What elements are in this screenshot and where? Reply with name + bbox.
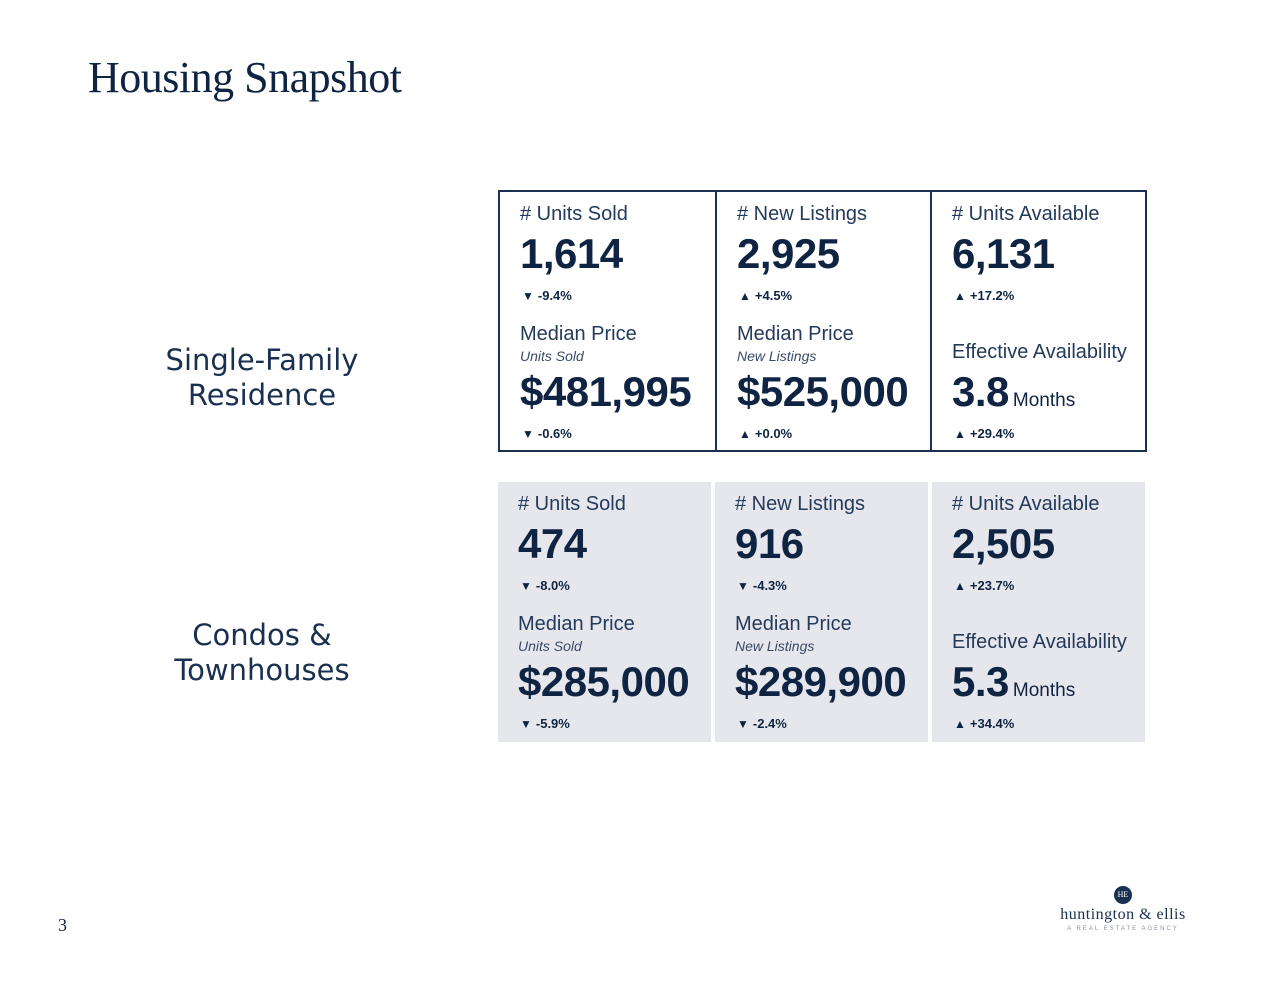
stat-card-new-listings: # New Listings 2,925 ▲ +4.5% Median Price… <box>715 192 930 450</box>
stat-label: # Units Sold <box>518 493 626 515</box>
stat-label: # Units Available <box>952 203 1100 225</box>
stat-value: 2,505 <box>952 520 1055 567</box>
stat-card-units-available: # Units Available 6,131 ▲ +17.2% Effectiv… <box>930 192 1145 450</box>
stat-card-units-sold: # Units Sold 474 ▼ -8.0% Median Price Uni… <box>498 482 711 742</box>
row-label-line2: Residence <box>187 378 337 412</box>
stat-value-2: $285,000 <box>518 658 690 705</box>
stat-value-2: $289,900 <box>735 658 907 705</box>
up-arrow-icon: ▲ <box>739 427 751 441</box>
logo-tagline: A REAL ESTATE AGENCY <box>1067 926 1179 932</box>
stat-change: ▲ +17.2% <box>954 288 1014 303</box>
stat-sublabel-2: Units Sold <box>520 348 584 364</box>
stat-sublabel-2: Units Sold <box>518 638 582 654</box>
stat-value-2: $525,000 <box>737 368 909 415</box>
stat-change-2-value: -5.9% <box>535 716 570 731</box>
stat-change-value: -9.4% <box>537 288 572 303</box>
stat-change-2: ▼ -0.6% <box>522 426 572 441</box>
stat-label: # New Listings <box>737 203 868 225</box>
stat-change-2-value: +0.0% <box>754 426 793 441</box>
stat-change-2: ▼ -5.9% <box>520 716 570 731</box>
stat-value-2: 5.3 Months <box>952 658 1075 706</box>
stat-value-2: $481,995 <box>520 368 692 415</box>
page-title: Housing Snapshot <box>88 53 402 102</box>
stat-label-2: Effective Availability <box>952 631 1127 653</box>
stat-card-units-available: # Units Available 2,505 ▲ +23.7% Effectiv… <box>932 482 1145 742</box>
row-label-line1: Condos & <box>192 618 332 652</box>
stat-change-value: -8.0% <box>535 578 570 593</box>
stat-change-2: ▲ +0.0% <box>739 426 792 441</box>
single-family-stats-grid: # Units Sold 1,614 ▼ -9.4% Median Price U… <box>498 190 1147 452</box>
stat-change-2-value: +34.4% <box>969 716 1015 731</box>
availability-unit: Months <box>1012 390 1076 411</box>
stat-change-2: ▲ +29.4% <box>954 426 1014 441</box>
stat-value: 916 <box>735 520 804 567</box>
row-label-single-family: Single-Family Residence <box>132 343 392 413</box>
down-arrow-icon: ▼ <box>737 717 749 731</box>
stat-sublabel-2: New Listings <box>737 348 817 364</box>
up-arrow-icon: ▲ <box>954 289 966 303</box>
stat-value: 6,131 <box>952 230 1055 277</box>
stat-value: 1,614 <box>520 230 623 277</box>
stat-label: # New Listings <box>735 493 866 515</box>
stat-label-2: Effective Availability <box>952 341 1127 363</box>
stat-value: 2,925 <box>737 230 840 277</box>
condos-stats-grid: # Units Sold 474 ▼ -8.0% Median Price Uni… <box>498 482 1145 742</box>
down-arrow-icon: ▼ <box>522 427 534 441</box>
availability-unit: Months <box>1012 680 1076 701</box>
stat-change: ▲ +4.5% <box>739 288 792 303</box>
stat-value: 474 <box>518 520 587 567</box>
page-number: 3 <box>58 915 67 935</box>
stat-sublabel-2: New Listings <box>735 638 815 654</box>
stat-label: # Units Available <box>952 493 1100 515</box>
stat-change-2: ▲ +34.4% <box>954 716 1014 731</box>
stat-change: ▼ -9.4% <box>522 288 572 303</box>
logo-name: huntington & ellis <box>1060 906 1186 923</box>
stat-change-value: +23.7% <box>969 578 1015 593</box>
up-arrow-icon: ▲ <box>954 717 966 731</box>
up-arrow-icon: ▲ <box>954 427 966 441</box>
down-arrow-icon: ▼ <box>520 579 532 593</box>
stat-label-2: Median Price <box>735 613 852 635</box>
stat-value-2: 3.8 Months <box>952 368 1075 416</box>
stat-card-units-sold: # Units Sold 1,614 ▼ -9.4% Median Price U… <box>500 192 715 450</box>
logo-monogram-icon: HE <box>1114 886 1132 904</box>
stat-change: ▲ +23.7% <box>954 578 1014 593</box>
row-label-line1: Single-Family <box>165 343 359 377</box>
company-logo: HE huntington & ellis A REAL ESTATE AGEN… <box>1048 886 1198 932</box>
stat-change-value: -4.3% <box>752 578 787 593</box>
stat-change: ▼ -8.0% <box>520 578 570 593</box>
stat-label-2: Median Price <box>520 323 637 345</box>
up-arrow-icon: ▲ <box>954 579 966 593</box>
up-arrow-icon: ▲ <box>739 289 751 303</box>
availability-value: 5.3 <box>952 658 1009 705</box>
stat-change-value: +4.5% <box>754 288 793 303</box>
availability-value: 3.8 <box>952 368 1009 415</box>
row-label-line2: Townhouses <box>174 653 350 687</box>
down-arrow-icon: ▼ <box>522 289 534 303</box>
stat-label-2: Median Price <box>518 613 635 635</box>
stat-label: # Units Sold <box>520 203 628 225</box>
stat-change: ▼ -4.3% <box>737 578 787 593</box>
stat-card-new-listings: # New Listings 916 ▼ -4.3% Median Price N… <box>715 482 928 742</box>
stat-change-2-value: -0.6% <box>537 426 572 441</box>
stat-change-2-value: +29.4% <box>969 426 1015 441</box>
down-arrow-icon: ▼ <box>737 579 749 593</box>
stat-change-2: ▼ -2.4% <box>737 716 787 731</box>
row-label-condos: Condos & Townhouses <box>132 618 392 688</box>
stat-label-2: Median Price <box>737 323 854 345</box>
stat-change-2-value: -2.4% <box>752 716 787 731</box>
down-arrow-icon: ▼ <box>520 717 532 731</box>
stat-change-value: +17.2% <box>969 288 1015 303</box>
